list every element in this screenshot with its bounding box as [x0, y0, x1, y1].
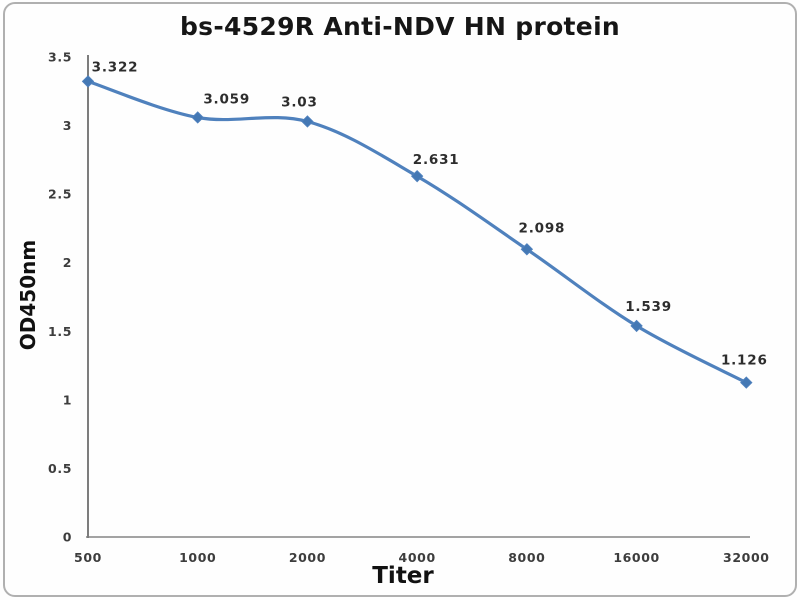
x-tick-label: 500 — [74, 550, 102, 565]
y-tick-label: 2 — [63, 255, 72, 270]
y-tick-label: 1 — [63, 392, 72, 407]
x-tick-label: 1000 — [179, 550, 216, 565]
y-tick-label: 3 — [63, 118, 72, 133]
x-tick-label: 16000 — [613, 550, 660, 565]
data-point-label: 3.322 — [92, 59, 139, 75]
data-point-label: 3.03 — [281, 94, 318, 110]
y-tick-label: 0 — [63, 530, 72, 545]
y-tick-label: 0.5 — [48, 461, 72, 476]
x-tick-label: 32000 — [723, 550, 770, 565]
y-tick-label: 1.5 — [48, 324, 72, 339]
data-point-marker — [301, 115, 314, 128]
data-point-marker — [410, 169, 424, 183]
chart-title: bs-4529R Anti-NDV HN protein — [179, 12, 621, 41]
x-tick-label: 4000 — [399, 550, 436, 565]
data-point-marker — [520, 243, 534, 256]
data-point-marker — [630, 319, 643, 333]
data-point-marker — [740, 376, 753, 389]
x-axis-title: Titer — [372, 563, 434, 589]
y-tick-label: 3.5 — [48, 50, 72, 65]
x-tick-label: 2000 — [289, 550, 326, 565]
series-line — [86, 79, 748, 385]
data-point-label: 3.059 — [203, 91, 250, 107]
data-point-marker — [191, 111, 204, 124]
data-point-label: 2.631 — [413, 152, 460, 168]
x-tick-label: 8000 — [508, 550, 545, 565]
data-point-marker — [81, 75, 95, 88]
y-tick-label: 2.5 — [48, 187, 72, 202]
data-point-label: 1.539 — [625, 299, 672, 315]
data-point-label: 1.126 — [721, 353, 768, 369]
data-point-label: 2.098 — [519, 220, 566, 236]
